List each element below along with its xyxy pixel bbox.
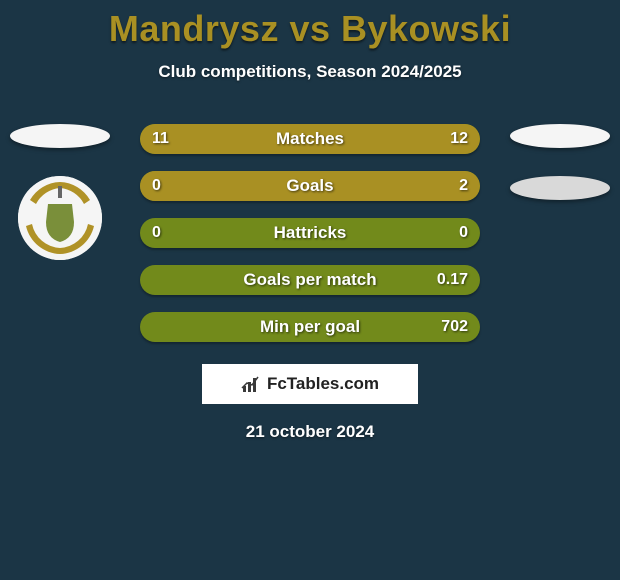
player-photo-placeholder-right <box>510 124 610 148</box>
content: Mandrysz vs Bykowski Club competitions, … <box>0 0 620 580</box>
stat-value-right: 12 <box>450 130 468 148</box>
player-photo-placeholder-left <box>10 124 110 148</box>
stat-label: Goals <box>286 176 333 196</box>
chart-container: Mandrysz vs Bykowski Club competitions, … <box>0 0 620 580</box>
club-badge-icon <box>18 176 102 260</box>
stat-label: Hattricks <box>274 223 347 243</box>
page-title: Mandrysz vs Bykowski <box>109 8 511 50</box>
stats-column: 11 Matches 12 0 Goals 2 0 Hattricks 0 Goals per m… <box>120 124 500 342</box>
bar-chart-icon <box>241 374 261 394</box>
attribution-badge: FcTables.com <box>202 364 418 404</box>
stat-label: Goals per match <box>243 270 376 290</box>
stat-row: 0 Hattricks 0 <box>140 218 480 248</box>
main-row: 11 Matches 12 0 Goals 2 0 Hattricks 0 Goals per m… <box>0 124 620 342</box>
stat-label: Min per goal <box>260 317 360 337</box>
stat-row: Min per goal 702 <box>140 312 480 342</box>
stat-value-right: 2 <box>459 177 468 195</box>
stat-value-right: 702 <box>441 318 468 336</box>
subtitle: Club competitions, Season 2024/2025 <box>158 62 461 82</box>
stat-label: Matches <box>276 129 344 149</box>
stat-row: 0 Goals 2 <box>140 171 480 201</box>
stat-row: 11 Matches 12 <box>140 124 480 154</box>
stat-value-left: 0 <box>152 177 161 195</box>
club-badge-placeholder-right <box>510 176 610 200</box>
stat-value-left: 0 <box>152 224 161 242</box>
left-column <box>0 124 120 260</box>
stat-value-left: 11 <box>152 130 169 148</box>
attribution-text: FcTables.com <box>267 374 379 394</box>
club-badge-left <box>18 176 102 260</box>
stat-row: Goals per match 0.17 <box>140 265 480 295</box>
date-text: 21 october 2024 <box>246 422 375 442</box>
stat-value-right: 0.17 <box>437 271 468 289</box>
stat-value-right: 0 <box>459 224 468 242</box>
right-column <box>500 124 620 200</box>
